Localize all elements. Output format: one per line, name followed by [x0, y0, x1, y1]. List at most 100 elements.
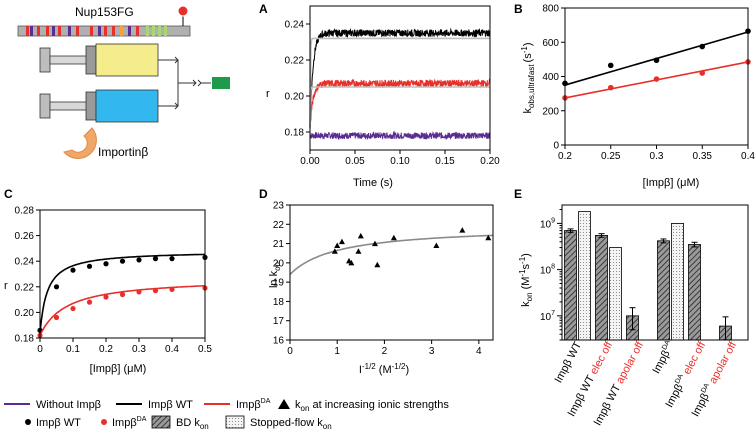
panel-c-point — [136, 257, 142, 263]
fg-repeat-stripe — [152, 26, 155, 36]
fg-repeat-stripe — [90, 26, 93, 36]
panel-c-ytick-label: 0.20 — [15, 308, 35, 319]
fg-repeat-stripe — [52, 26, 55, 36]
fg-repeat-stripe — [112, 26, 115, 36]
fg-repeat-stripe — [37, 26, 40, 36]
panel-d-triangle-point — [334, 242, 341, 248]
importin-icon — [63, 127, 97, 159]
legend: Without Impβ Impβ WT ImpβDA kon at incre… — [4, 398, 449, 431]
panel-c-fit-line — [39, 284, 205, 336]
panel-a-ytick-label: 0.18 — [285, 128, 305, 139]
fluorophore-icon — [177, 5, 189, 17]
panel-d-xtick-label: 3 — [429, 346, 435, 357]
panel-c-ytick-label: 0.18 — [15, 334, 35, 345]
fg-repeat-stripe — [128, 26, 131, 36]
legend-sf: Stopped-flow kon — [225, 415, 332, 431]
legend-dot-da: ImpβDA — [101, 416, 147, 429]
panel-a-ytick-label: 0.22 — [285, 56, 305, 67]
syringe-2 — [39, 89, 179, 123]
panel-c-axes: 0 0.1 0.2 0.3 0.4 0.5 0.18 0.20 0.22 0.24 0.26 0.28 — [15, 206, 213, 356]
fg-repeat-stripe — [104, 26, 107, 36]
panel-b-point — [699, 43, 706, 50]
svg-text:Impβ WT: Impβ WT — [148, 399, 193, 411]
panel-c-point — [86, 263, 93, 269]
legend-without: Without Impβ — [4, 399, 101, 411]
panel-e-ytick-label: 107 — [540, 310, 555, 323]
schematic: Nup153FG Importin — [17, 5, 230, 159]
svg-text:Stopped-flow kon: Stopped-flow kon — [250, 417, 332, 431]
importin-label: Importinβ — [98, 145, 148, 159]
panel-c-point — [103, 261, 109, 267]
fg-repeat-stripe — [164, 26, 167, 36]
panel-b-xtick-label: 0.4 — [741, 151, 755, 162]
panel-c-point — [103, 294, 109, 300]
panel-d-xtick-label: 0 — [287, 346, 293, 357]
panel-d-triangle-point — [338, 238, 345, 245]
legend-kon: kon at increasing ionic strengths — [278, 399, 449, 413]
panel-d-triangle-point — [459, 227, 466, 233]
panel-b-point — [653, 57, 660, 64]
panel-b-ytick-label: 0 — [553, 141, 559, 152]
fg-repeat-stripe — [146, 26, 149, 36]
panel-e-ytick-label: 108 — [540, 264, 555, 277]
panel-d-xtick-label: 1 — [334, 346, 340, 357]
panel-c-ytick-label: 0.24 — [15, 257, 35, 268]
panel-c-point — [70, 305, 76, 312]
panel-b-xtick-label: 0.35 — [693, 151, 713, 162]
panel-label-a: A — [259, 2, 268, 16]
panel-e-category-label: ImpβDA — [650, 339, 678, 376]
panel-a-series-line — [309, 27, 491, 128]
panel-d-triangle-point — [371, 240, 378, 247]
panel-b-xtick-label: 0.25 — [601, 151, 621, 162]
panel-b-ytick-label: 600 — [542, 38, 559, 49]
panel-d-xtick-label: 4 — [476, 346, 482, 357]
panel-d-ytick-label: 22 — [273, 220, 285, 231]
panel-e-sf-bar — [671, 222, 684, 341]
panel-b-ytick-label: 200 — [542, 106, 559, 117]
nup153fg-label: Nup153FG — [75, 5, 134, 19]
panel-d-triangle-point — [485, 234, 492, 241]
panel-c-point — [70, 267, 76, 273]
panel-a-series-line — [309, 130, 491, 141]
panel-d-ylabel: ln kon — [268, 262, 282, 288]
panel-e-frame — [561, 204, 749, 341]
panel-e-sf-bar — [578, 211, 591, 341]
panel-a-xtick-label: 0.00 — [300, 156, 320, 167]
panel-b-ylabel: kobs,ultrafast(s-1) — [520, 42, 536, 113]
panel-e-bd-bar — [688, 244, 701, 341]
panel-c-xtick-label: 0.4 — [165, 344, 179, 355]
panel-a-fit-line — [309, 37, 490, 129]
panel-c-point — [119, 258, 126, 264]
fg-repeat-stripe — [26, 26, 29, 36]
panel-label-c: C — [4, 187, 13, 201]
legend-wt: Impβ WT — [116, 399, 193, 411]
panel-b-xtick-label: 0.3 — [650, 151, 664, 162]
svg-text:Without Impβ: Without Impβ — [36, 399, 101, 411]
panel-d-triangle-point — [374, 261, 381, 268]
panel-d-xtick-label: 2 — [382, 346, 388, 357]
svg-text:ImpβDA: ImpβDA — [112, 416, 147, 429]
panel-b-point — [607, 84, 614, 91]
fg-repeat-stripe — [58, 26, 61, 36]
svg-text:ImpβDA: ImpβDA — [236, 398, 271, 411]
panel-e-bd-bar — [657, 240, 670, 341]
panel-b-ytick-label: 800 — [542, 4, 559, 15]
fg-repeat-stripes — [26, 26, 167, 36]
panel-a-ytick-label: 0.20 — [285, 92, 305, 103]
panel-a-xtick-label: 0.05 — [345, 156, 365, 167]
panel-d-ytick-label: 23 — [273, 201, 285, 212]
panel-c-xtick-label: 0.3 — [132, 344, 146, 355]
panel-d-ytick-label: 17 — [273, 316, 285, 327]
fg-repeat-stripe — [76, 26, 79, 36]
panel-d-triangle-point — [355, 248, 362, 254]
panel-a-fit-line — [309, 86, 490, 129]
panel-a-xlabel: Time (s) — [353, 177, 393, 189]
panel-label-b: B — [514, 2, 523, 16]
mixer — [177, 60, 211, 106]
panel-d-ytick-label: 21 — [273, 239, 285, 250]
panel-c-point — [152, 256, 159, 262]
svg-text:kon at increasing ionic streng: kon at increasing ionic strengths — [295, 399, 449, 413]
